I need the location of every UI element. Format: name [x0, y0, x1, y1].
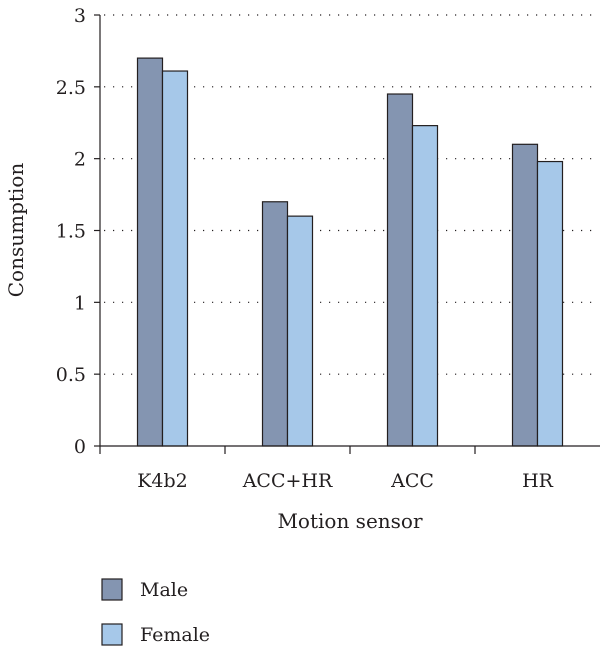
x-tick-label: ACC — [390, 470, 434, 492]
x-tick-label: ACC+HR — [242, 470, 333, 492]
bar-male-acc — [386, 93, 414, 447]
x-tick-label: HR — [522, 470, 554, 492]
y-tick-label: 1 — [74, 292, 86, 314]
x-tick-label: K4b2 — [137, 470, 188, 492]
y-axis-title: Consumption — [4, 163, 28, 298]
bar-male-acc-hr — [261, 201, 289, 447]
legend-swatch-female — [101, 623, 123, 646]
y-tick-label: 2 — [74, 149, 86, 171]
legend-label-male: Male — [140, 579, 188, 601]
legend-swatch-male — [101, 578, 123, 601]
bar-female-hr — [536, 160, 564, 447]
bar-female-acc — [411, 125, 439, 447]
y-axis-ticks: 0 0.5 1 1.5 2 2.5 3 — [56, 5, 100, 458]
y-tick-label: 1.5 — [56, 221, 86, 243]
bar-female-acc-hr — [286, 215, 314, 447]
y-tick-label: 3 — [74, 5, 86, 27]
legend: Male Female — [101, 578, 210, 646]
legend-label-female: Female — [140, 624, 210, 646]
bar-female-k4b2 — [161, 70, 189, 447]
bar-male-hr — [511, 143, 539, 447]
x-axis-title: Motion sensor — [277, 509, 423, 533]
y-tick-label: 0.5 — [56, 364, 86, 386]
bars — [136, 57, 564, 447]
bar-male-k4b2 — [136, 57, 164, 447]
y-tick-label: 0 — [74, 436, 86, 458]
x-axis-ticks: K4b2 ACC+HR ACC HR — [99, 446, 554, 492]
y-tick-label: 2.5 — [56, 77, 86, 99]
